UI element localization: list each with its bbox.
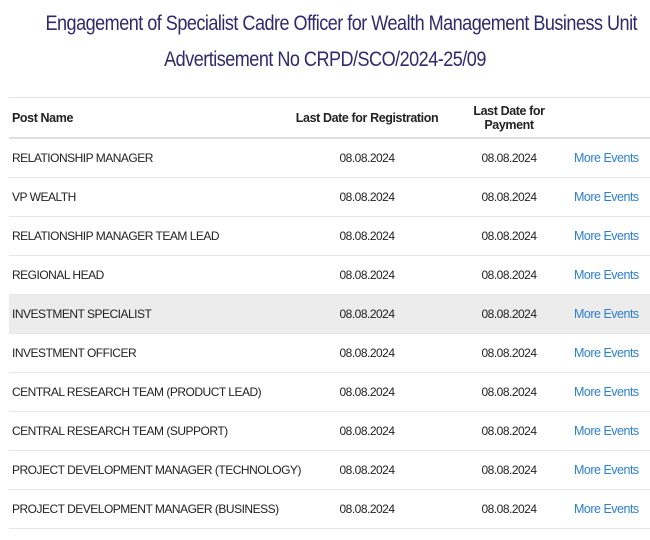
action-cell: More Events xyxy=(566,333,650,373)
action-cell: More Events xyxy=(566,216,650,256)
payment-date-cell: 08.08.2024 xyxy=(452,138,566,178)
registration-date-cell: 08.08.2024 xyxy=(282,138,452,178)
post-name-cell: RELATIONSHIP MANAGER xyxy=(9,138,282,178)
table-header-row: Post Name Last Date for Registration Las… xyxy=(9,97,650,139)
registration-date-cell: 08.08.2024 xyxy=(282,333,452,373)
more-events-link[interactable]: More Events xyxy=(574,424,639,438)
table-row: PROJECT DEVELOPMENT MANAGER (BUSINESS) 08… xyxy=(9,489,650,529)
payment-date-cell: 08.08.2024 xyxy=(452,450,566,490)
table-row: INVESTMENT OFFICER 08.08.2024 08.08.2024 Mo… xyxy=(9,333,650,373)
action-cell: More Events xyxy=(566,294,650,334)
payment-date-cell: 08.08.2024 xyxy=(452,216,566,256)
action-cell: More Events xyxy=(566,138,650,178)
payment-date-cell: 08.08.2024 xyxy=(452,411,566,451)
posts-table-container: Post Name Last Date for Registration Las… xyxy=(9,97,650,529)
action-cell: More Events xyxy=(566,372,650,412)
payment-date-cell: 08.08.2024 xyxy=(452,255,566,295)
advertisement-number: Advertisement No CRPD/SCO/2024-25/09 xyxy=(164,48,486,71)
action-cell: More Events xyxy=(566,255,650,295)
action-cell: More Events xyxy=(566,177,650,217)
more-events-link[interactable]: More Events xyxy=(574,307,639,321)
action-cell: More Events xyxy=(566,411,650,451)
more-events-link[interactable]: More Events xyxy=(574,385,639,399)
post-name-cell: CENTRAL RESEARCH TEAM (PRODUCT LEAD) xyxy=(9,372,282,412)
payment-date-cell: 08.08.2024 xyxy=(452,489,566,529)
post-name-cell: REGIONAL HEAD xyxy=(9,255,282,295)
action-cell: More Events xyxy=(566,450,650,490)
more-events-link[interactable]: More Events xyxy=(574,190,639,204)
column-header-last-date-registration: Last Date for Registration xyxy=(282,97,452,139)
table-row: INVESTMENT SPECIALIST 08.08.2024 08.08.202… xyxy=(9,294,650,334)
registration-date-cell: 08.08.2024 xyxy=(282,450,452,490)
registration-date-cell: 08.08.2024 xyxy=(282,255,452,295)
registration-date-cell: 08.08.2024 xyxy=(282,489,452,529)
table-row: CENTRAL RESEARCH TEAM (PRODUCT LEAD) 08.0… xyxy=(9,372,650,412)
post-name-cell: PROJECT DEVELOPMENT MANAGER (TECHNOLOGY) xyxy=(9,450,301,490)
registration-date-cell: 08.08.2024 xyxy=(282,372,452,412)
table-row: REGIONAL HEAD 08.08.2024 08.08.2024 More Ev… xyxy=(9,255,650,295)
payment-date-cell: 08.08.2024 xyxy=(452,333,566,373)
more-events-link[interactable]: More Events xyxy=(574,229,639,243)
column-header-last-date-payment: Last Date for Payment xyxy=(452,97,566,139)
registration-date-cell: 08.08.2024 xyxy=(282,177,452,217)
post-name-cell: INVESTMENT OFFICER xyxy=(9,333,282,373)
more-events-link[interactable]: More Events xyxy=(574,151,639,165)
column-header-action xyxy=(566,97,650,139)
post-name-cell: VP WEALTH xyxy=(9,177,282,217)
more-events-link[interactable]: More Events xyxy=(574,502,639,516)
table-row: CENTRAL RESEARCH TEAM (SUPPORT) 08.08.202… xyxy=(9,411,650,451)
table-row: RELATIONSHIP MANAGER TEAM LEAD 08.08.2024… xyxy=(9,216,650,256)
table-row: VP WEALTH 08.08.2024 08.08.2024 More Events xyxy=(9,177,650,217)
post-name-cell: CENTRAL RESEARCH TEAM (SUPPORT) xyxy=(9,411,282,451)
action-cell: More Events xyxy=(566,489,650,529)
page-header: Engagement of Specialist Cadre Officer f… xyxy=(0,0,650,97)
more-events-link[interactable]: More Events xyxy=(574,463,639,477)
registration-date-cell: 08.08.2024 xyxy=(282,216,452,256)
post-name-cell: PROJECT DEVELOPMENT MANAGER (BUSINESS) xyxy=(9,489,282,529)
table-row: PROJECT DEVELOPMENT MANAGER (TECHNOLOGY)… xyxy=(9,450,650,490)
column-header-post-name: Post Name xyxy=(9,97,282,139)
more-events-link[interactable]: More Events xyxy=(574,268,639,282)
posts-table: Post Name Last Date for Registration Las… xyxy=(9,97,650,529)
page-title: Engagement of Specialist Cadre Officer f… xyxy=(45,12,638,35)
registration-date-cell: 08.08.2024 xyxy=(282,294,452,334)
payment-date-cell: 08.08.2024 xyxy=(452,177,566,217)
more-events-link[interactable]: More Events xyxy=(574,346,639,360)
table-body: RELATIONSHIP MANAGER 08.08.2024 08.08.2024… xyxy=(9,138,650,529)
post-name-cell: INVESTMENT SPECIALIST xyxy=(9,294,282,334)
registration-date-cell: 08.08.2024 xyxy=(282,411,452,451)
table-row: RELATIONSHIP MANAGER 08.08.2024 08.08.2024… xyxy=(9,138,650,178)
table-header: Post Name Last Date for Registration Las… xyxy=(9,97,650,139)
payment-date-cell: 08.08.2024 xyxy=(452,372,566,412)
payment-date-cell: 08.08.2024 xyxy=(452,294,566,334)
post-name-cell: RELATIONSHIP MANAGER TEAM LEAD xyxy=(9,216,282,256)
